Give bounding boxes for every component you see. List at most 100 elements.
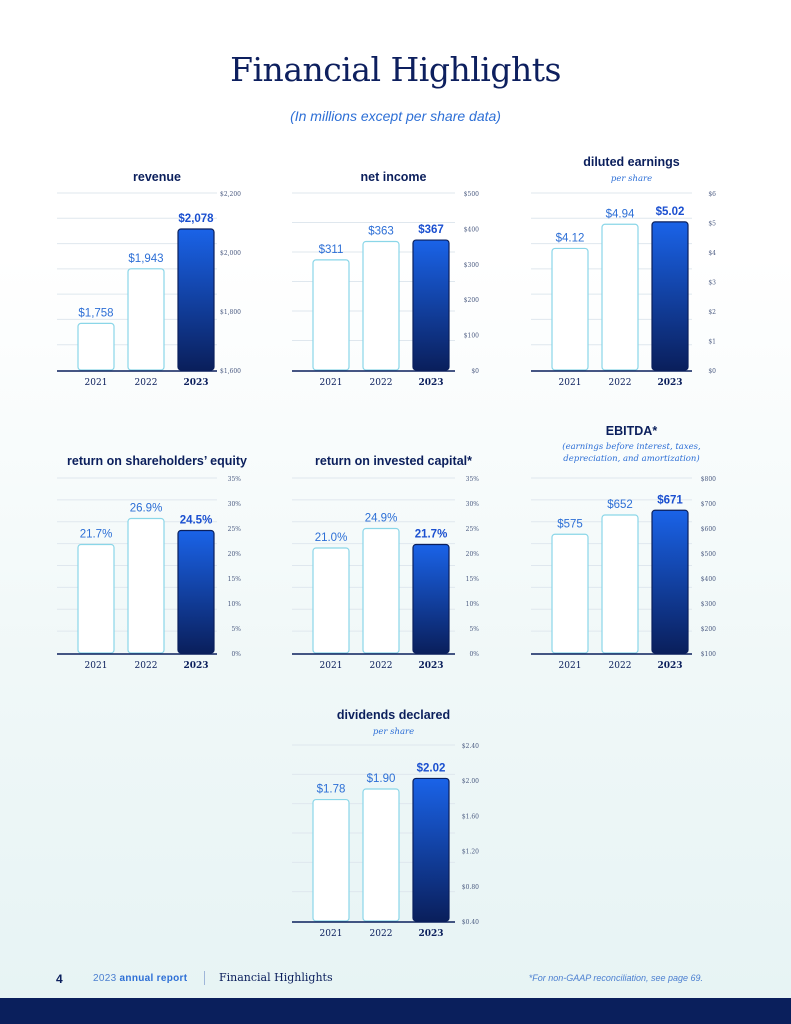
y-tick-label: $1,600 [220, 368, 241, 375]
report-label: 2023 annual report [93, 973, 188, 984]
chart-diluted-earnings: diluted earnings per share $0 $1 $2 $3 $4 $5 $6 $… [531, 155, 716, 388]
x-tick-label: 2021 [320, 661, 343, 671]
data-label: 21.7% [80, 529, 113, 541]
data-label: $363 [368, 225, 394, 237]
y-tick-label: $200 [464, 297, 479, 304]
bar-2021 [551, 533, 589, 654]
bar-2022 [362, 527, 400, 654]
data-label: $671 [657, 494, 683, 506]
chart-roic: return on invested capital* 0% 5% 10% 15% 20%… [292, 454, 479, 671]
x-tick-label: 2022 [370, 661, 393, 671]
chart-title: diluted earnings [583, 155, 680, 169]
chart-title: revenue [133, 170, 181, 184]
y-tick-label: 5% [231, 626, 241, 633]
y-tick-label: $2.00 [462, 778, 479, 785]
data-label: $311 [319, 244, 344, 256]
y-tick-label: $2.40 [462, 743, 479, 750]
chart-roe: return on shareholders’ equity 0% 5% 10% 15%… [57, 454, 247, 671]
data-label: $367 [418, 224, 444, 236]
bar-2022 [127, 268, 165, 371]
bar-2022 [362, 240, 400, 371]
chart-title: EBITDA* [606, 424, 658, 438]
y-tick-label: $0.40 [462, 919, 479, 926]
y-tick-label: 35% [466, 476, 480, 483]
data-label: 24.9% [365, 513, 398, 525]
data-label: $2.02 [417, 762, 446, 774]
bar-2023 [651, 221, 689, 371]
y-tick-label: $2,000 [220, 250, 241, 257]
y-tick-label: $1 [708, 339, 716, 346]
y-tick-label: $1.60 [462, 813, 479, 820]
bar-2021 [312, 798, 350, 922]
y-tick-label: $400 [701, 576, 716, 583]
x-tick-label: 2022 [609, 661, 632, 671]
bar-2021 [551, 247, 589, 371]
x-tick-label: 2023 [183, 378, 208, 388]
bar-2023 [177, 529, 215, 654]
bar-2021 [77, 543, 115, 654]
x-tick-label: 2021 [559, 661, 582, 671]
data-label: 24.5% [180, 515, 213, 527]
bar-2023 [177, 228, 215, 371]
footer-section-title: Financial Highlights [219, 971, 333, 984]
bottom-bar [0, 998, 791, 1024]
x-tick-label: 2022 [370, 378, 393, 388]
y-tick-label: $1,800 [220, 309, 241, 316]
bar-2023 [412, 239, 450, 371]
y-tick-label: $300 [701, 601, 716, 608]
y-tick-label: $6 [708, 191, 716, 198]
x-tick-label: 2022 [135, 378, 158, 388]
x-tick-label: 2023 [183, 661, 208, 671]
y-tick-label: $4 [708, 250, 716, 257]
data-label: 21.0% [315, 532, 348, 544]
x-tick-label: 2021 [559, 378, 582, 388]
footer-divider [204, 971, 205, 985]
chart-revenue: revenue $1,600 $1,800 $2,000 $2,200 $1,758 202… [57, 170, 241, 388]
y-tick-label: 20% [228, 551, 242, 558]
data-label: $1,943 [128, 253, 163, 265]
y-tick-label: 5% [469, 626, 479, 633]
chart-title: return on shareholders’ equity [67, 454, 247, 468]
chart-dividends: dividends declared per share $0.40 $0.80 $1.… [292, 708, 479, 939]
data-label: $5.02 [656, 206, 685, 218]
y-tick-label: 0% [469, 651, 479, 658]
data-label: $2,078 [178, 213, 214, 225]
footnote: *For non-GAAP reconciliation, see page 6… [528, 973, 703, 983]
chart-title: return on invested capital* [315, 454, 472, 468]
y-tick-label: $400 [464, 226, 479, 233]
page-number: 4 [56, 972, 63, 986]
y-tick-label: 30% [228, 501, 242, 508]
bar-2021 [312, 547, 350, 654]
y-tick-label: $0 [708, 368, 716, 375]
data-label: 21.7% [415, 529, 448, 541]
chart-net-income: net income $0 $100 $200 $300 $400 $500 $311 2021… [292, 170, 479, 388]
data-label: $575 [557, 518, 583, 530]
y-tick-label: $100 [701, 651, 716, 658]
x-tick-label: 2023 [657, 378, 682, 388]
y-tick-label: 30% [466, 501, 480, 508]
x-tick-label: 2022 [370, 929, 393, 939]
x-tick-label: 2022 [609, 378, 632, 388]
y-tick-label: $700 [701, 501, 716, 508]
bar-2021 [312, 259, 350, 371]
data-label: 26.9% [130, 503, 163, 515]
y-tick-label: $100 [464, 333, 479, 340]
y-tick-label: $800 [701, 476, 716, 483]
data-label: $652 [607, 499, 633, 511]
x-tick-label: 2023 [418, 929, 443, 939]
y-tick-label: $3 [708, 280, 716, 287]
x-tick-label: 2021 [320, 929, 343, 939]
y-tick-label: $300 [464, 262, 479, 269]
y-tick-label: 25% [466, 526, 480, 533]
data-label: $1.78 [317, 784, 346, 796]
page-title: Financial Highlights [230, 50, 561, 89]
y-tick-label: $0.80 [462, 884, 479, 891]
x-tick-label: 2021 [85, 661, 108, 671]
data-label: $4.12 [556, 232, 585, 244]
page-subtitle: (In millions except per share data) [290, 108, 501, 124]
x-tick-label: 2021 [85, 378, 108, 388]
y-tick-label: $2 [708, 309, 716, 316]
y-tick-label: $500 [701, 551, 716, 558]
y-tick-label: 10% [466, 601, 480, 608]
bar-2023 [412, 777, 450, 922]
